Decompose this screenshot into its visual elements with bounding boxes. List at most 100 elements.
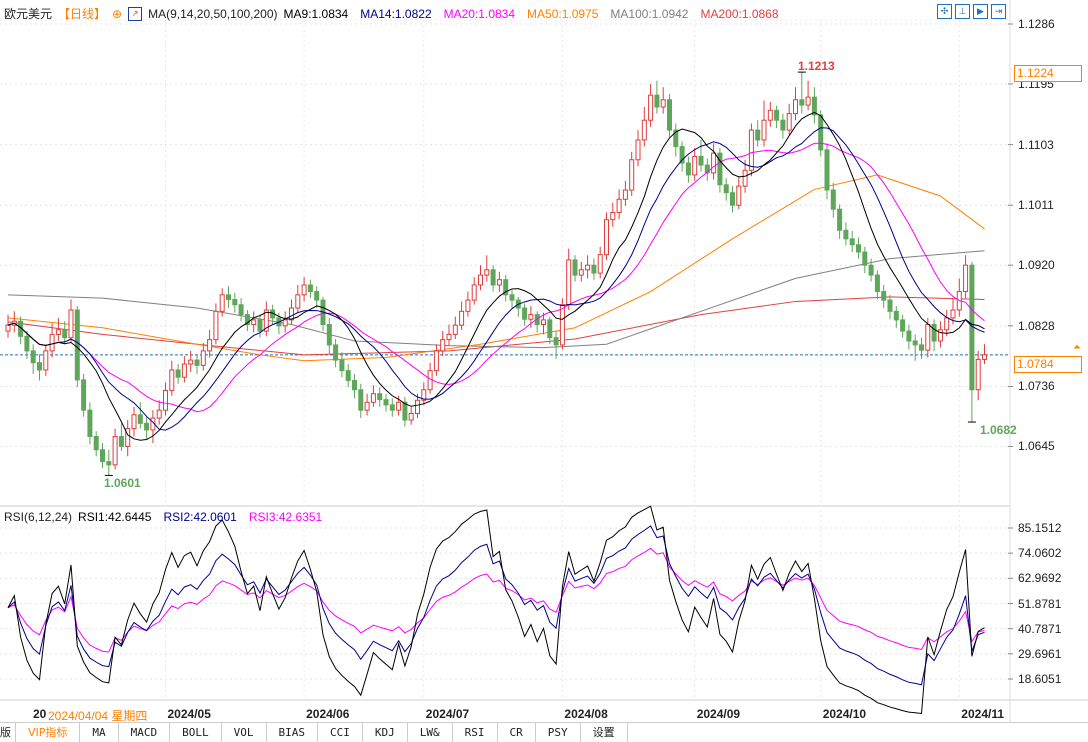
period-label[interactable]: 【日线】 — [58, 7, 107, 21]
candle-down — [377, 393, 383, 401]
ma-value-4: MA100:1.0942 — [610, 6, 689, 21]
fit-range-icon[interactable]: ⊥ — [955, 4, 970, 19]
tab-10[interactable]: RSI — [453, 723, 498, 742]
ma200-line — [7, 296, 985, 356]
date-tick-label: 2024/10 — [822, 707, 867, 721]
candle-up — [528, 314, 534, 320]
candle-up — [597, 254, 603, 274]
candle-up — [181, 363, 187, 378]
candle-up — [660, 99, 666, 108]
high-annotation: 1.1213 — [798, 59, 835, 73]
play-icon[interactable]: ▶ — [973, 4, 988, 19]
candle-down — [547, 319, 553, 339]
candle-down — [723, 184, 729, 194]
candle-down — [226, 294, 231, 300]
candle-down — [553, 337, 559, 346]
price-tick-label: 1.1286 — [1018, 17, 1055, 31]
candle-up — [415, 399, 420, 414]
candle-down — [685, 162, 691, 176]
ma100-line — [7, 250, 985, 349]
add-icon[interactable]: ⊕ — [112, 6, 123, 21]
candle-up — [301, 284, 307, 296]
tab-13[interactable]: 设置 — [581, 723, 628, 742]
tab-0[interactable]: 版 — [0, 723, 16, 742]
candle-down — [37, 362, 42, 371]
tab-3[interactable]: MACD — [119, 723, 171, 742]
candle-down — [856, 244, 861, 253]
rsi-value-2: RSI3:42.6351 — [248, 510, 323, 524]
tab-7[interactable]: CCI — [318, 723, 363, 742]
candle-up — [937, 329, 943, 342]
rsi-tick-label: 18.6051 — [1018, 672, 1062, 686]
candle-down — [358, 389, 364, 411]
crosshair-icon[interactable]: ✣ — [937, 4, 952, 19]
candle-up — [433, 350, 439, 372]
candle-up — [925, 324, 931, 351]
tab-5[interactable]: VOL — [222, 723, 267, 742]
candle-down — [780, 119, 786, 131]
candle-down — [522, 307, 528, 320]
candle-down — [667, 99, 672, 131]
tab-9[interactable]: LW& — [408, 723, 453, 742]
price-tick-label: 1.0828 — [1018, 318, 1055, 333]
rsi1-line — [7, 505, 985, 715]
candle-down — [818, 114, 824, 151]
candle-up — [711, 152, 717, 174]
candle-up — [207, 339, 213, 352]
candle-down — [30, 350, 36, 364]
indicator-chart-icon[interactable]: ↗ — [128, 6, 143, 21]
tab-4[interactable]: BOLL — [170, 723, 222, 742]
tab-8[interactable]: KDJ — [363, 723, 408, 742]
candle-up — [5, 324, 11, 332]
rsi-tick-label: 29.6961 — [1018, 646, 1062, 661]
candle-up — [251, 319, 257, 326]
rsi2-line — [7, 525, 985, 686]
candle-down — [232, 298, 238, 306]
candle-up — [761, 119, 767, 141]
candle-down — [352, 380, 357, 391]
tab-2[interactable]: MA — [80, 723, 119, 742]
candle-down — [774, 109, 780, 121]
tab-11[interactable]: CR — [498, 723, 536, 742]
candle-down — [673, 129, 679, 148]
candle-down — [900, 319, 906, 332]
rsi-value-1: RSI2:42.0601 — [163, 510, 237, 524]
candle-up — [396, 401, 402, 411]
price-tick-label: 1.1103 — [1018, 137, 1054, 152]
candle-up — [805, 96, 811, 106]
candle-up — [622, 189, 628, 200]
candle-down — [244, 314, 250, 326]
price-tick-label: 1.0645 — [1018, 439, 1055, 454]
candle-up — [55, 329, 61, 335]
scroll-up-icon[interactable]: ⏶ — [1073, 342, 1081, 353]
candle-up — [692, 155, 698, 176]
candle-down — [106, 461, 112, 466]
candle-up — [566, 259, 572, 306]
low-annotation: 1.0601 — [104, 476, 141, 490]
tab-6[interactable]: BIAS — [267, 723, 319, 742]
tab-1[interactable]: VIP指标 — [16, 723, 81, 742]
candle-up — [282, 319, 288, 327]
tab-12[interactable]: PSY — [536, 723, 581, 742]
candle-down — [912, 340, 918, 346]
date-tick-label: 2024/06 — [306, 707, 350, 721]
candle-up — [125, 428, 131, 447]
rsi-value-0: RSI1:42.6445 — [78, 510, 152, 524]
rsi-params: RSI(6,12,24) — [4, 510, 73, 524]
ma-value-1: MA14:1.0822 — [360, 6, 432, 21]
candle-up — [736, 185, 742, 206]
symbol-name: 欧元美元 — [4, 7, 53, 21]
candle-down — [679, 146, 685, 164]
candle-up — [616, 198, 622, 213]
candle-up — [163, 389, 168, 411]
candle-up — [219, 294, 225, 312]
candle-down — [881, 291, 887, 301]
goto-end-icon[interactable]: ⇥ — [991, 4, 1006, 19]
candle-up — [975, 358, 981, 391]
rsi-legend: RSI(6,12,24) RSI1:42.6445 RSI2:42.0601 RSI… — [4, 510, 322, 524]
candle-down — [137, 414, 143, 424]
candle-up — [478, 274, 483, 286]
candle-up — [427, 370, 433, 391]
candle-up — [446, 333, 452, 341]
